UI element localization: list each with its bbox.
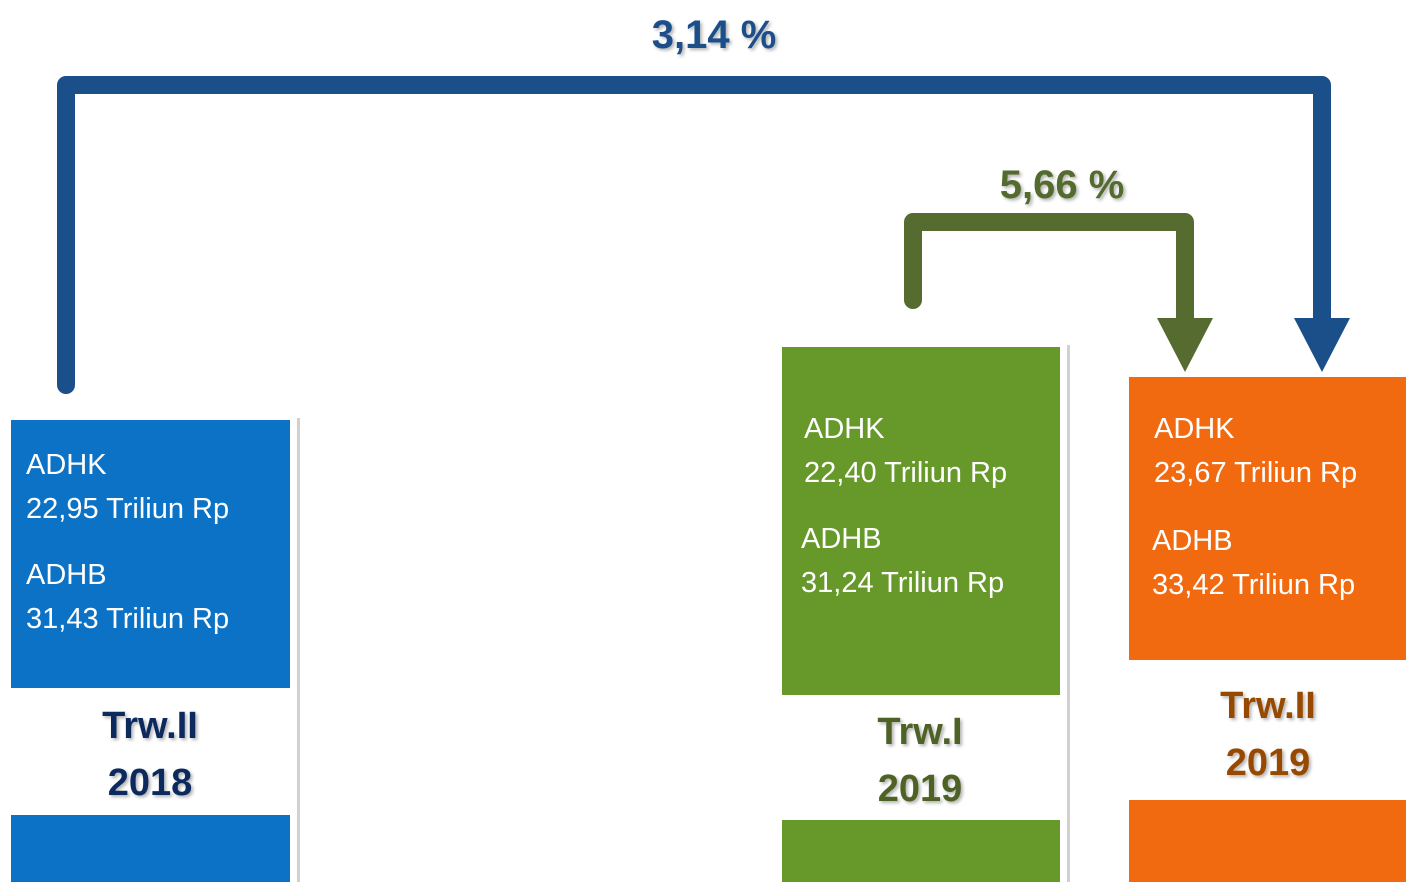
growth-label: 3,14 % [652,13,777,57]
box [11,420,290,688]
adhb-value: 31,43 Triliun Rp [26,603,229,635]
arrow-head [1157,318,1213,372]
box [1129,377,1406,660]
adhk-value: 23,67 Triliun Rp [1154,457,1357,489]
adhk-value: 22,95 Triliun Rp [26,493,229,525]
year: 2019 [878,768,963,810]
period: Trw.II [1220,685,1316,727]
adhb-label: ADHB [26,559,107,591]
adhk-label: ADHK [26,449,107,481]
adhb-label: ADHB [1152,525,1233,557]
adhk-label: ADHK [804,413,885,445]
year: 2019 [1226,742,1311,784]
adhb-label: ADHB [801,523,882,555]
year: 2018 [108,762,193,804]
growth-connector [904,213,1194,334]
period: Trw.I [877,711,962,753]
box-shadow [1067,345,1070,882]
box [782,347,1060,695]
period: Trw.II [102,705,198,747]
box [11,815,290,882]
box [782,820,1060,882]
growth-connector [57,76,1331,394]
box [1129,800,1406,882]
adhk-value: 22,40 Triliun Rp [804,457,1007,489]
adhk-label: ADHK [1154,413,1235,445]
growth-label: 5,66 % [1000,163,1125,207]
adhb-value: 33,42 Triliun Rp [1152,569,1355,601]
adhb-value: 31,24 Triliun Rp [801,567,1004,599]
arrow-head [1294,318,1350,372]
box-shadow [297,418,300,882]
